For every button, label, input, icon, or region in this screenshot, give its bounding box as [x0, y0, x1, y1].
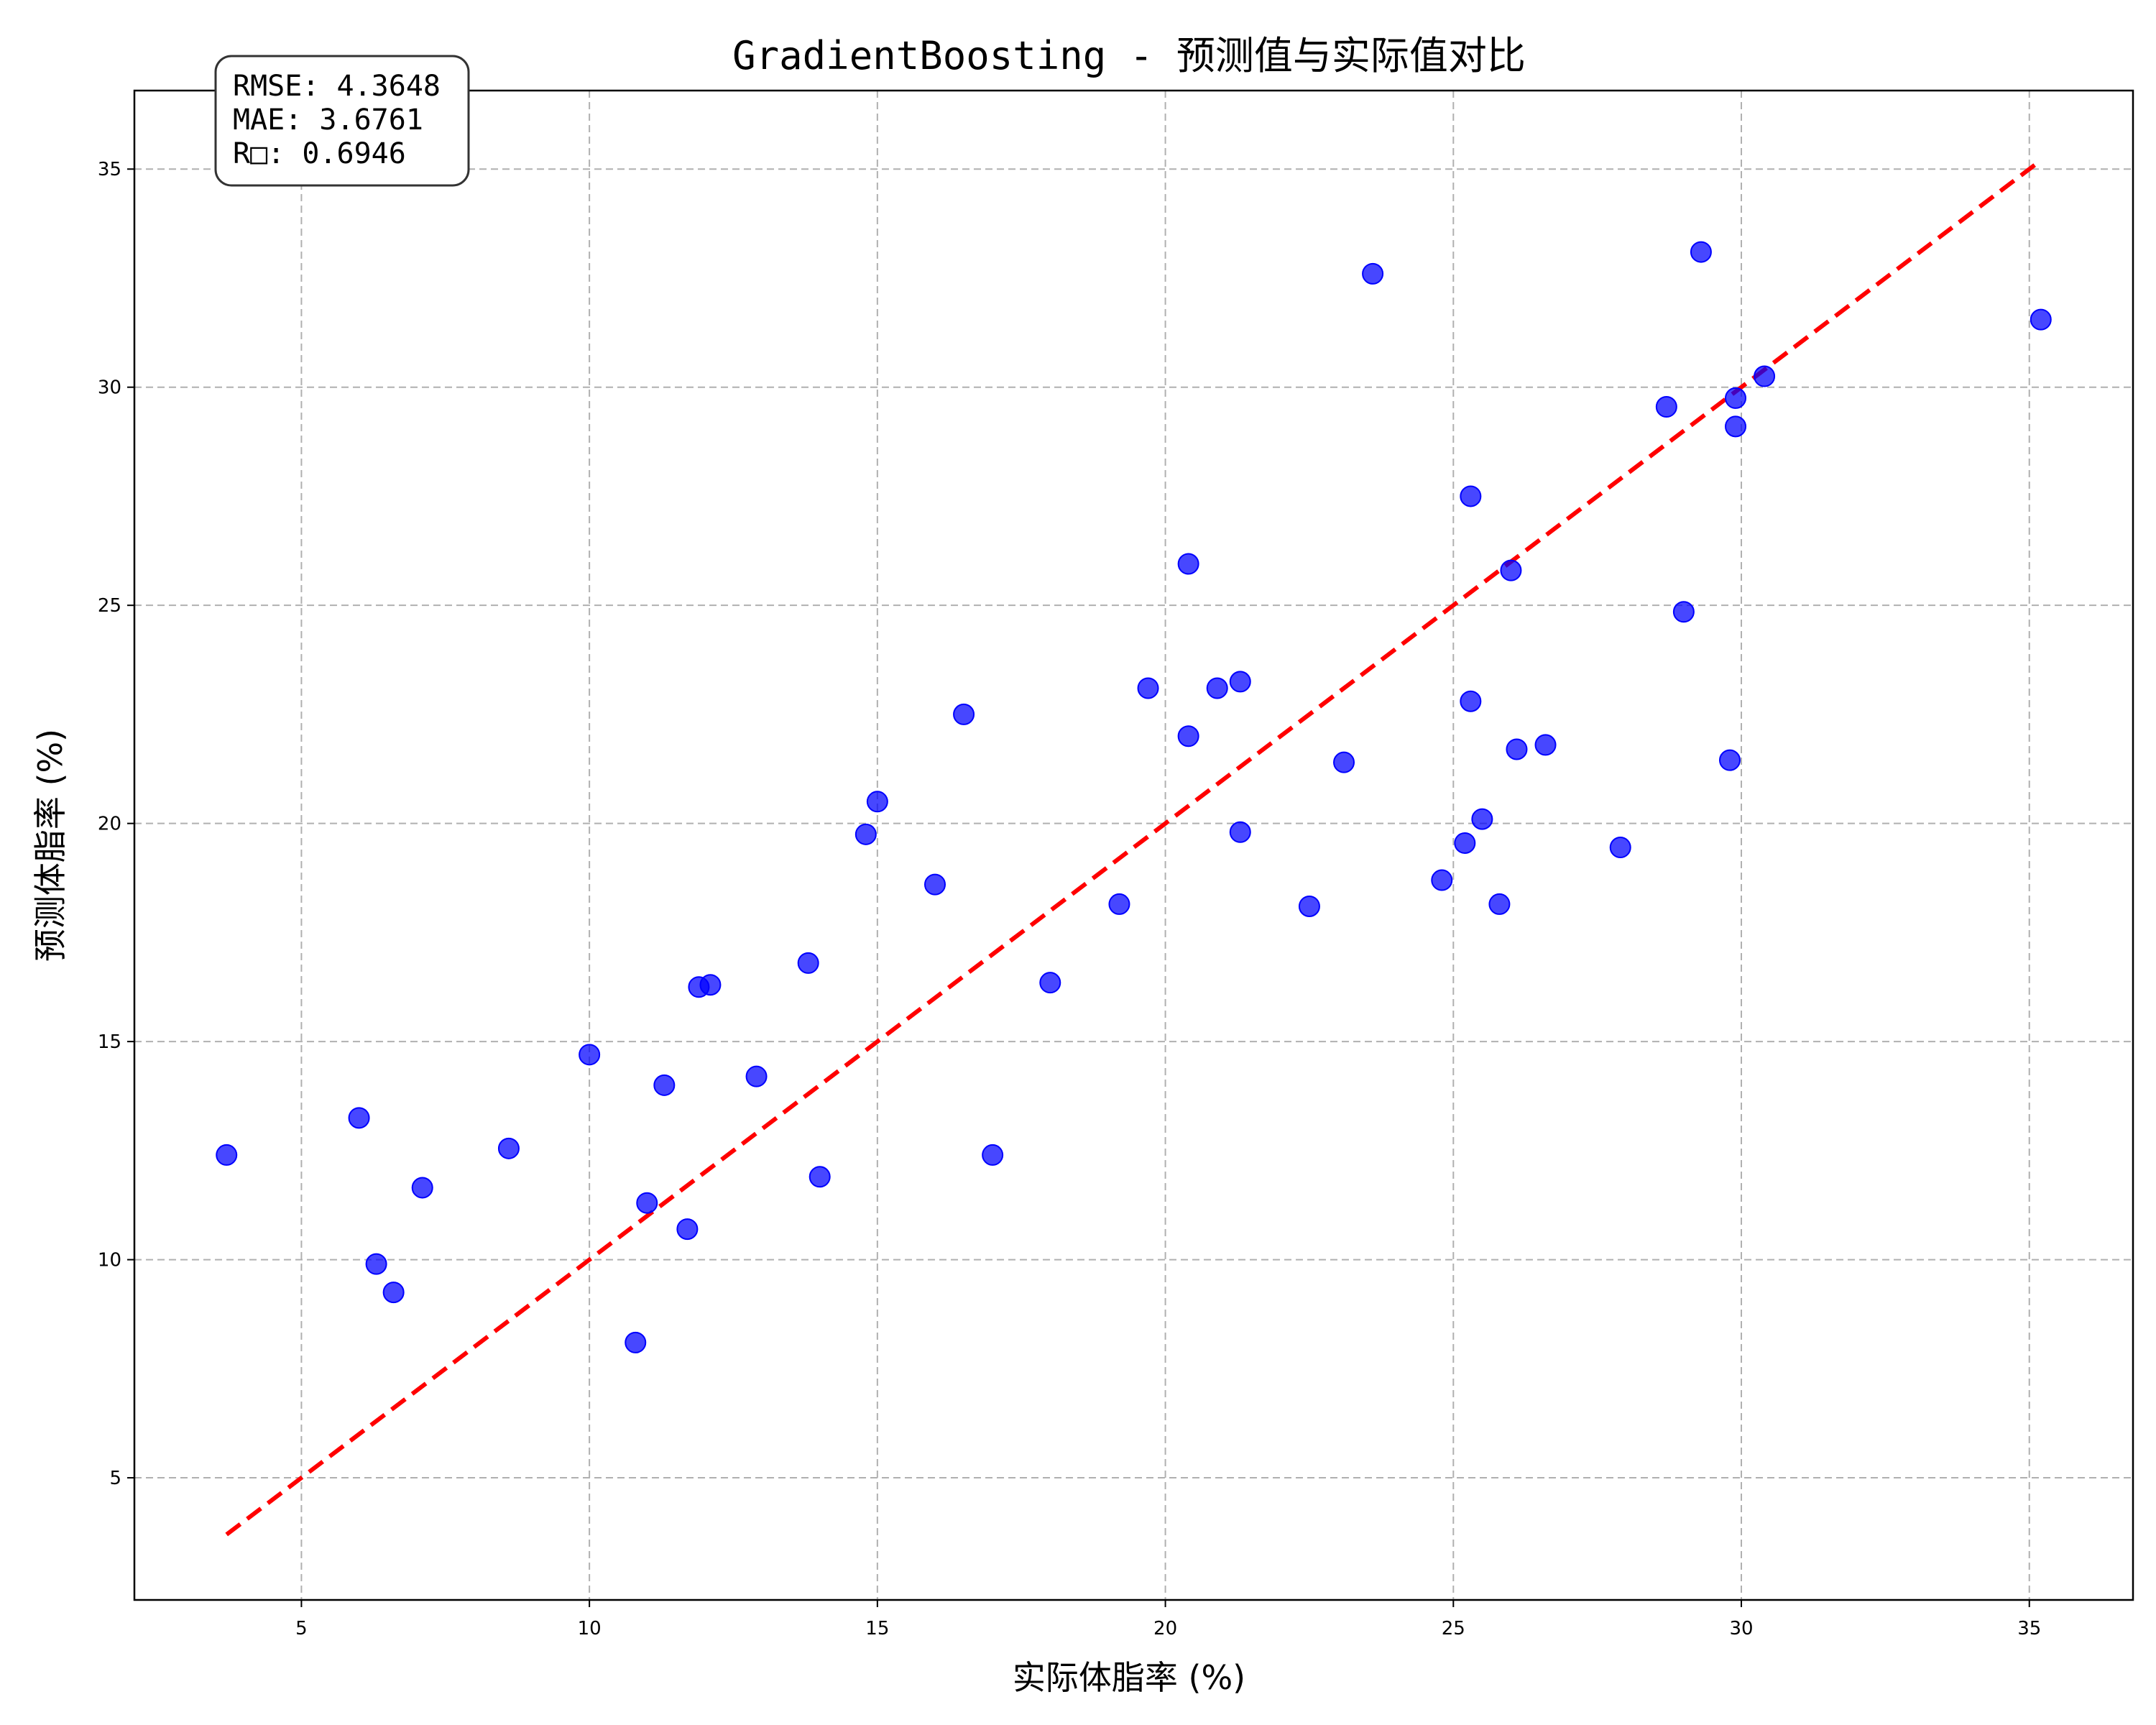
data-point: [1108, 893, 1130, 915]
x-axis-ticks: 5 10 15 20 25 30 35: [295, 1600, 2041, 1639]
data-point: [1754, 365, 1776, 387]
data-point: [1725, 387, 1747, 409]
plot-frame: [133, 89, 2134, 1601]
grid: [134, 91, 2133, 1600]
x-tick-label: 15: [865, 1618, 889, 1639]
y-tick-label: 30: [98, 377, 121, 399]
stats-box: RMSE: 4.3648 MAE: 3.6761 R□: 0.6946: [214, 55, 470, 187]
data-point: [579, 1044, 601, 1066]
data-point: [1229, 671, 1251, 693]
data-point: [1177, 725, 1199, 748]
data-point: [1431, 869, 1453, 891]
data-point: [365, 1253, 387, 1275]
data-point: [924, 873, 946, 896]
data-point: [1471, 808, 1493, 830]
stats-box-frame: [214, 55, 470, 187]
x-tick-label: 5: [295, 1618, 308, 1639]
x-tick-label: 20: [1153, 1618, 1177, 1639]
y-axis-ticks: 5 10 15 20 25 30 35: [98, 159, 134, 1489]
stats-mae: MAE: 3.6761: [233, 104, 423, 137]
x-tick-label: 30: [1729, 1618, 1753, 1639]
data-point: [1488, 893, 1511, 915]
data-point: [1672, 601, 1695, 623]
data-point: [411, 1177, 433, 1199]
data-point: [1460, 690, 1482, 712]
data-point: [1460, 485, 1482, 507]
data-point: [982, 1144, 1004, 1166]
data-point: [1177, 553, 1199, 575]
data-point: [497, 1137, 520, 1159]
y-tick-label: 20: [98, 814, 121, 835]
stats-r2: R□: 0.6946: [233, 137, 406, 170]
data-point: [1454, 832, 1476, 854]
data-point: [636, 1192, 658, 1214]
stats-rmse: RMSE: 4.3648: [233, 70, 441, 103]
data-point: [625, 1331, 647, 1353]
x-tick-label: 35: [2017, 1618, 2041, 1639]
data-point: [1655, 396, 1677, 418]
data-point: [1609, 837, 1631, 859]
data-point: [1718, 749, 1741, 771]
data-point: [745, 1065, 768, 1087]
data-point: [1206, 677, 1228, 699]
data-point: [866, 791, 888, 813]
x-tick-label: 25: [1442, 1618, 1465, 1639]
data-point: [382, 1282, 405, 1304]
data-point: [1137, 677, 1159, 699]
data-point: [797, 952, 819, 974]
y-axis-title: 预测体脂率 (%): [31, 729, 70, 962]
data-point: [1534, 734, 1557, 756]
x-axis-title: 实际体脂率 (%): [1013, 1658, 1245, 1697]
x-tick-label: 10: [578, 1618, 602, 1639]
data-point: [1690, 241, 1712, 263]
data-point: [216, 1144, 238, 1166]
data-point: [1333, 751, 1355, 773]
y-tick-label: 10: [98, 1250, 121, 1271]
data-point: [1362, 262, 1384, 285]
data-points: [216, 241, 2052, 1353]
data-point: [808, 1166, 831, 1188]
data-point: [1229, 821, 1251, 843]
data-point: [348, 1107, 370, 1129]
data-point: [1298, 895, 1320, 917]
data-point: [1506, 738, 1528, 760]
data-point: [854, 823, 877, 845]
data-point: [1039, 972, 1061, 994]
data-point: [1500, 559, 1522, 581]
data-point: [953, 703, 975, 725]
data-point: [2030, 308, 2052, 331]
y-tick-label: 25: [98, 595, 121, 617]
y-tick-label: 15: [98, 1031, 121, 1053]
y-tick-label: 35: [98, 159, 121, 180]
data-point: [1725, 415, 1747, 438]
chart-title: GradientBoosting - 预测值与实际值对比: [732, 33, 1526, 78]
data-point: [676, 1218, 699, 1241]
y-tick-label: 5: [109, 1468, 121, 1489]
data-point: [653, 1074, 676, 1096]
data-point: [699, 974, 722, 996]
